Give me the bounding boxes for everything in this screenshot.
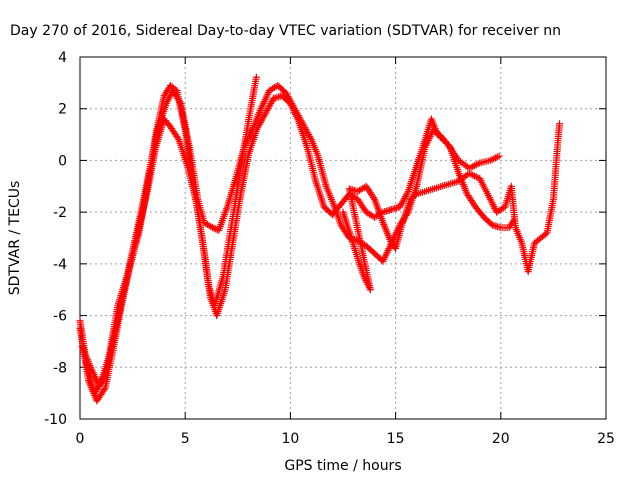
data-point-track-4 <box>556 120 564 128</box>
data-point-track-2 <box>403 189 411 197</box>
x-tick-label: 5 <box>181 431 190 447</box>
x-tick-labels: 0 5 10 15 20 25 <box>76 431 615 447</box>
data-point-track-1 <box>252 73 260 81</box>
x-tick-label: 0 <box>76 431 85 447</box>
data-marks <box>76 73 564 405</box>
data-point-track-4 <box>370 194 378 202</box>
chart-title: Day 270 of 2016, Sidereal Day-to-day VTE… <box>10 23 561 39</box>
y-tick-label: 0 <box>58 153 67 169</box>
data-point-track-3 <box>307 134 315 142</box>
tick-layer <box>79 56 607 420</box>
data-point-track-2 <box>100 386 108 394</box>
data-point-track-2 <box>495 152 503 160</box>
data-point-track-3 <box>207 223 215 231</box>
x-tick-label: 25 <box>597 431 615 447</box>
y-tick-label: -6 <box>53 309 67 325</box>
y-tick-labels: -10 -8 -6 -4 -2 0 2 4 <box>44 50 67 428</box>
data-point-track-2 <box>174 134 182 142</box>
x-tick-label: 10 <box>281 431 299 447</box>
x-axis-label: GPS time / hours <box>284 458 401 474</box>
y-tick-label: -2 <box>53 205 67 221</box>
y-axis-label: SDTVAR / TECUs <box>7 181 23 296</box>
data-point-track-3 <box>176 98 184 106</box>
x-tick-label: 15 <box>387 431 405 447</box>
x-tick-label: 20 <box>492 431 510 447</box>
y-tick-label: -10 <box>44 412 67 428</box>
data-point-track-3 <box>209 224 217 232</box>
y-tick-label: 2 <box>58 102 67 118</box>
y-tick-label: -8 <box>53 360 67 376</box>
data-point-track-3 <box>212 225 220 233</box>
y-tick-label: -4 <box>53 257 67 273</box>
grid-layer <box>80 57 606 419</box>
data-point-track-4 <box>411 191 419 199</box>
plot-frame <box>79 56 607 420</box>
y-tick-label: 4 <box>58 50 67 66</box>
